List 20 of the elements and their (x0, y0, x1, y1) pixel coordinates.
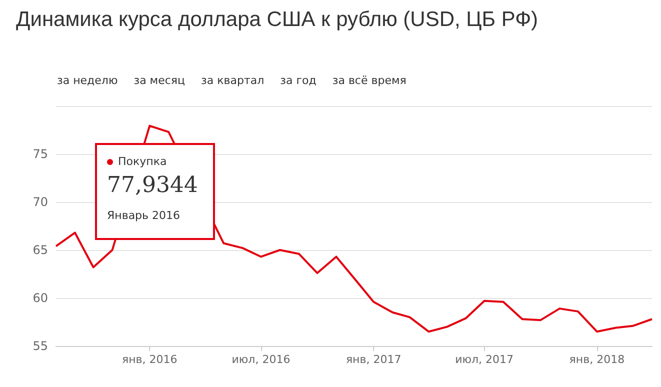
annotation: Январь 2016 (107, 209, 180, 222)
y-tick-label: 75 (32, 147, 48, 161)
x-tick-label: янв, 2016 (122, 353, 178, 366)
chart-title: Динамика курса доллара США к рублю (USD, ЦБ РФ) (16, 8, 538, 32)
text: за месяц (134, 74, 186, 87)
annotation: Покупка (117, 155, 167, 168)
x-tick-label: июл, 2017 (455, 353, 514, 366)
text: за год (280, 74, 316, 87)
annotation: 77,9344 (107, 173, 198, 198)
x-tick-label: янв, 2017 (346, 353, 402, 366)
x-tick-label: июл, 2016 (232, 353, 290, 366)
y-tick-label: 65 (32, 243, 48, 257)
text: за квартал (201, 74, 264, 87)
text: за всё время (332, 74, 406, 87)
y-tick-label: 70 (32, 195, 48, 209)
y-tick-label: 60 (32, 291, 48, 305)
y-tick-label: 55 (32, 339, 48, 353)
text: за неделю (57, 74, 118, 87)
x-tick-label: янв, 2018 (569, 353, 625, 366)
tooltip-card: Покупка 77,9344 Январь 2016 (95, 143, 215, 240)
